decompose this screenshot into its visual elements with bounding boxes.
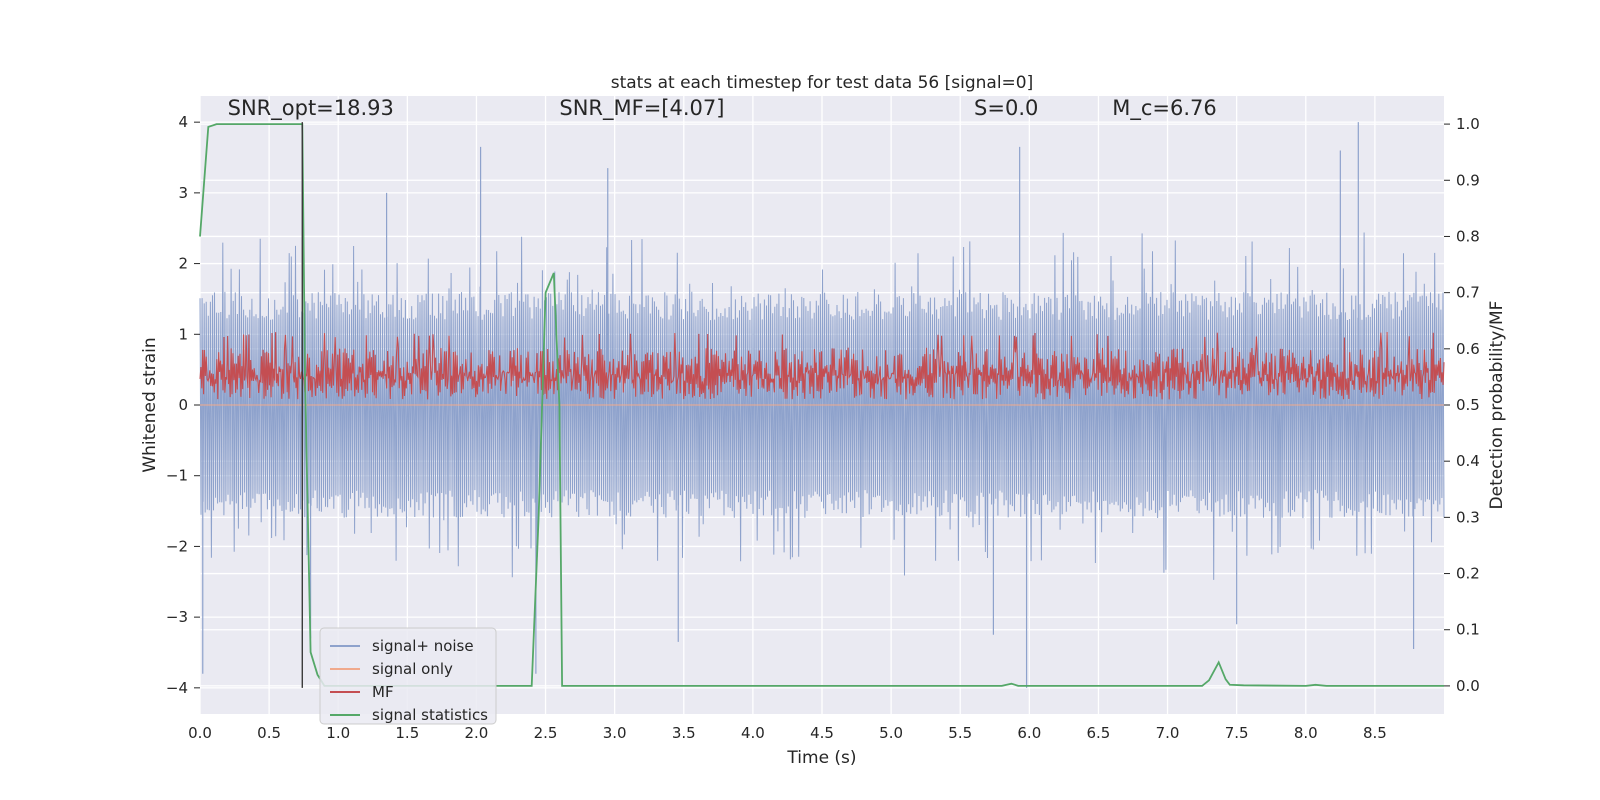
x-tick-label: 7.5 xyxy=(1225,724,1249,742)
y-right-tick-label: 0.3 xyxy=(1456,508,1480,526)
mf-trace xyxy=(199,331,1445,400)
y-left-tick-label: −2 xyxy=(166,537,188,555)
y-right-tick-label: 0.4 xyxy=(1456,452,1480,470)
annotation: SNR_opt=18.93 xyxy=(228,96,394,121)
y-right-tick-label: 0.7 xyxy=(1456,284,1480,302)
x-tick-label: 3.0 xyxy=(603,724,627,742)
y-axis-right-label: Detection probability/MF xyxy=(1487,301,1507,510)
signal-statistics-series xyxy=(199,123,1444,687)
signal-noise-series xyxy=(199,122,1445,688)
x-tick-label: 2.5 xyxy=(534,724,558,742)
y-axis-left-label: Whitened strain xyxy=(140,337,160,472)
annotation: S=0.0 xyxy=(974,96,1038,120)
legend-entry: signal only xyxy=(372,660,453,678)
y-right-tick-label: 0.1 xyxy=(1456,621,1480,639)
x-tick-label: 2.0 xyxy=(465,724,489,742)
y-right-tick-label: 0.6 xyxy=(1456,340,1480,358)
mf-series xyxy=(199,331,1445,400)
x-tick-label: 1.5 xyxy=(395,724,419,742)
x-tick-label: 6.0 xyxy=(1017,724,1041,742)
legend-entry: signal+ noise xyxy=(372,637,474,655)
y-left-tick-label: 2 xyxy=(178,255,188,273)
y-left-tick-label: 3 xyxy=(178,184,188,202)
x-tick-label: 8.5 xyxy=(1363,724,1387,742)
y-left-tick-label: −4 xyxy=(166,679,188,697)
y-left-tick-label: −3 xyxy=(166,608,188,626)
chart-title: stats at each timestep for test data 56 … xyxy=(611,73,1034,93)
y-right-tick-label: 1.0 xyxy=(1456,115,1480,133)
x-tick-label: 0.5 xyxy=(257,724,281,742)
x-tick-label: 0.0 xyxy=(188,724,212,742)
y-left-tick-label: 4 xyxy=(178,113,188,131)
x-tick-label: 7.0 xyxy=(1156,724,1180,742)
x-tick-label: 4.0 xyxy=(741,724,765,742)
x-tick-label: 8.0 xyxy=(1294,724,1318,742)
x-tick-label: 5.0 xyxy=(879,724,903,742)
annotation: M_c=6.76 xyxy=(1112,96,1217,121)
x-tick-label: 6.5 xyxy=(1087,724,1111,742)
y-left-tick-label: 1 xyxy=(178,325,188,343)
x-tick-label: 1.0 xyxy=(326,724,350,742)
legend-box xyxy=(319,627,497,725)
y-left-tick-label: 0 xyxy=(178,396,188,414)
y-right-tick-label: 0.9 xyxy=(1456,171,1480,189)
x-tick-label: 4.5 xyxy=(810,724,834,742)
legend-entry: signal statistics xyxy=(372,706,488,724)
legend-entry: MF xyxy=(372,683,394,701)
legend: signal+ noise signal only MF signal statist… xyxy=(319,627,497,725)
ticks: 0.0 0.5 1.0 1.5 2.0 2.5 3.0 3.5 4.0 4.5 5.0 5.5 6.0 6… xyxy=(166,113,1480,742)
annotations: SNR_opt=18.93 SNR_MF=[4.07] S=0.0 M_c=6.76 xyxy=(228,96,1217,121)
annotation: SNR_MF=[4.07] xyxy=(559,96,724,121)
y-right-tick-label: 0.2 xyxy=(1456,565,1480,583)
signal-statistics-trace xyxy=(199,123,1444,687)
y-right-tick-label: 0.0 xyxy=(1456,677,1480,695)
y-right-tick-label: 0.5 xyxy=(1456,396,1480,414)
x-tick-label: 5.5 xyxy=(948,724,972,742)
y-left-tick-label: −1 xyxy=(166,467,188,485)
y-right-tick-label: 0.8 xyxy=(1456,227,1480,245)
x-axis-label: Time (s) xyxy=(786,748,856,768)
x-tick-label: 3.5 xyxy=(672,724,696,742)
